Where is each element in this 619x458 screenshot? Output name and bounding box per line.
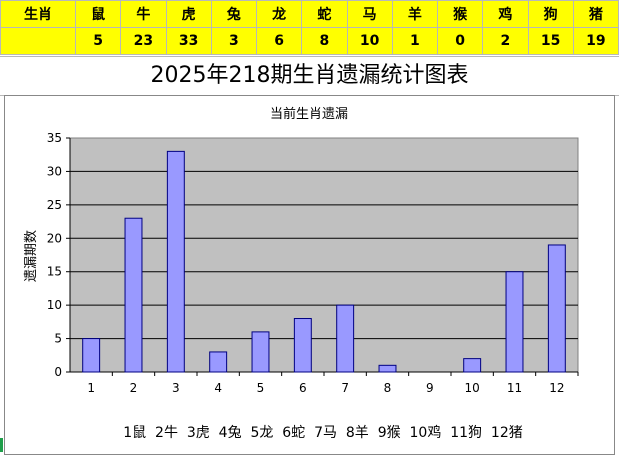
value-cell: 8 — [301, 27, 348, 55]
animal-cell: 狗 — [527, 0, 574, 28]
plot-background — [69, 137, 579, 373]
animal-cell: 鸡 — [482, 0, 529, 28]
x-tick-label: 8 — [384, 381, 392, 395]
x-tick-label: 11 — [507, 381, 522, 395]
bar — [378, 364, 397, 373]
bar — [209, 351, 228, 373]
y-tick-label: 15 — [47, 265, 62, 279]
y-tick-label: 30 — [47, 164, 62, 178]
bar — [463, 358, 482, 373]
x-tick-label: 2 — [130, 381, 138, 395]
x-tick-label: 4 — [214, 381, 222, 395]
x-tick-label: 3 — [172, 381, 180, 395]
chart-area: 当前生肖遗漏 遗漏期数 1鼠 2牛 3虎 4兔 5龙 6蛇 7马 8羊 9猴 1… — [4, 95, 615, 455]
value-cell: 15 — [527, 27, 574, 55]
y-tick-label: 35 — [47, 131, 62, 145]
x-tick-label: 10 — [465, 381, 480, 395]
value-cell: 23 — [120, 27, 167, 55]
value-cell: 10 — [346, 27, 393, 55]
value-cell: 33 — [165, 27, 212, 55]
animal-cell: 猪 — [572, 0, 619, 28]
bar — [82, 338, 101, 373]
bar — [547, 244, 566, 373]
header-label-cell: 生肖 — [0, 0, 76, 28]
x-tick-label: 7 — [341, 381, 349, 395]
bar — [293, 318, 312, 373]
animal-cell: 鼠 — [74, 0, 122, 28]
animal-cell: 猴 — [436, 0, 484, 28]
animal-row: 生肖 鼠 牛 虎 兔 龙 蛇 马 羊 猴 鸡 狗 猪 — [0, 0, 619, 28]
value-cell: 19 — [572, 27, 619, 55]
x-tick-label: 12 — [549, 381, 564, 395]
y-tick-label: 5 — [54, 332, 62, 346]
bar — [166, 150, 185, 373]
page-title: 2025年218期生肖遗漏统计图表 — [0, 56, 619, 96]
animal-cell: 蛇 — [301, 0, 348, 28]
bar — [505, 271, 524, 373]
value-cell: 0 — [436, 27, 484, 55]
x-tick-label: 1 — [87, 381, 95, 395]
bar — [336, 304, 355, 373]
sheet-edge-marker — [0, 438, 3, 452]
value-cell: 1 — [391, 27, 439, 55]
y-tick-label: 20 — [47, 231, 62, 245]
y-tick-label: 10 — [47, 298, 62, 312]
value-cell: 5 — [74, 27, 122, 55]
value-label-cell — [0, 27, 76, 55]
animal-cell: 马 — [346, 0, 393, 28]
y-axis-label: 遗漏期数 — [23, 230, 39, 282]
value-row: 5 23 33 3 6 8 10 1 0 2 15 19 — [0, 27, 619, 55]
animal-cell: 羊 — [391, 0, 439, 28]
bar-chart: 当前生肖遗漏 遗漏期数 1鼠 2牛 3虎 4兔 5龙 6蛇 7马 8羊 9猴 1… — [23, 106, 579, 441]
animal-cell: 牛 — [120, 0, 167, 28]
value-cell: 3 — [210, 27, 258, 55]
x-axis-label: 1鼠 2牛 3虎 4兔 5龙 6蛇 7马 8羊 9猴 10鸡 11狗 12猪 — [123, 424, 523, 441]
chart-title: 当前生肖遗漏 — [270, 106, 348, 122]
bar — [124, 217, 143, 373]
value-cell: 6 — [255, 27, 303, 55]
bar — [251, 331, 270, 373]
x-tick-label: 6 — [299, 381, 307, 395]
y-tick-label: 25 — [47, 198, 62, 212]
x-tick-label: 9 — [426, 381, 434, 395]
animal-cell: 兔 — [210, 0, 258, 28]
x-tick-label: 5 — [257, 381, 265, 395]
zodiac-table: 生肖 鼠 牛 虎 兔 龙 蛇 马 羊 猴 鸡 狗 猪 5 23 33 3 6 8… — [0, 0, 619, 55]
animal-cell: 虎 — [165, 0, 212, 28]
value-cell: 2 — [482, 27, 529, 55]
y-tick-label: 0 — [54, 365, 62, 379]
animal-cell: 龙 — [255, 0, 303, 28]
